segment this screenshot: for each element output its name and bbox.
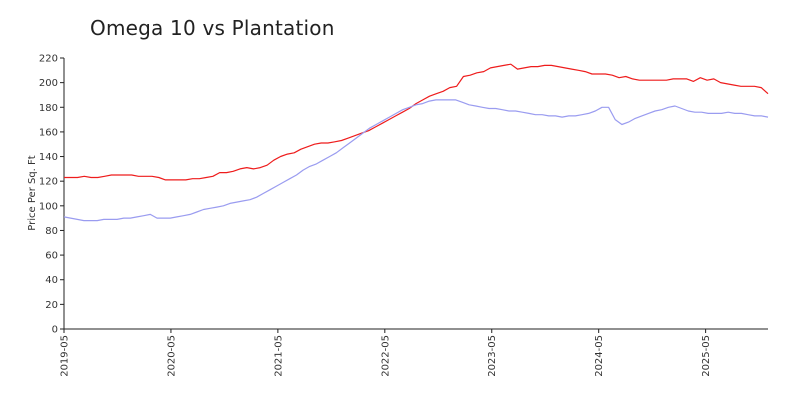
y-tick-label: 80 [45,226,58,237]
y-tick-label: 120 [39,177,58,188]
y-tick-label: 0 [52,325,58,336]
series-lines [63,63,769,222]
y-tick-label: 140 [39,152,58,163]
x-tick-label: 2024-05 [594,335,605,377]
y-tick-label: 100 [39,201,58,212]
y-tick-label: 60 [45,251,58,262]
y-axis-title: Price Per Sq. Ft [27,155,38,230]
y-tick-labels: 0 20 40 60 80 100 120 140 160 180 200 220 [39,54,58,336]
y-tick-label: 20 [45,300,58,311]
x-tick-label: 2022-05 [380,335,391,377]
series-line-2 [63,99,769,222]
axes [60,57,768,333]
y-tick-label: 160 [39,127,58,138]
y-tick-label: 40 [45,275,58,286]
x-tick-labels: 2019-05 2020-05 2021-05 2022-05 2023-05 2024-… [60,335,713,377]
y-tick-label: 220 [39,54,58,65]
chart-title: Omega 10 vs Plantation [90,16,335,40]
series-line-1 [64,63,769,181]
x-tick-label: 2020-05 [166,335,177,377]
y-tick-label: 200 [39,78,58,89]
x-tick-label: 2021-05 [273,335,284,377]
x-tick-label: 2025-05 [701,335,712,377]
y-tick-label: 180 [39,103,58,114]
x-tick-label: 2023-05 [487,335,498,377]
x-tick-label: 2019-05 [60,335,71,377]
